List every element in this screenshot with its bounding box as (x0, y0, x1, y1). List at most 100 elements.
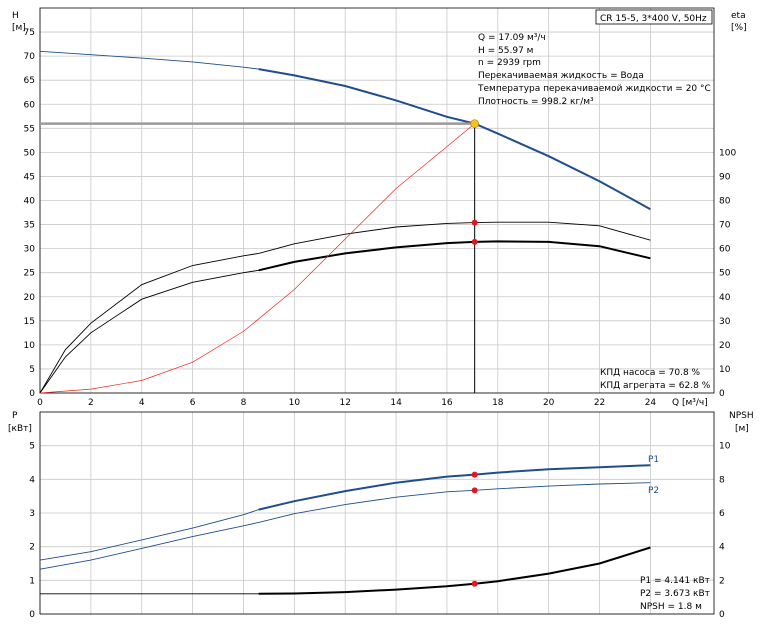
top-axis-ticks: 0510152025303540455055606570750102030405… (24, 28, 737, 408)
right-tick-label: 50 (719, 269, 731, 279)
left-tick-label: 2 (29, 543, 35, 553)
left-tick-label: 0 (29, 389, 35, 399)
right-tick-label: 80 (719, 197, 731, 207)
bottom-plot-frame (39, 411, 715, 615)
right-tick-label: 8 (719, 475, 725, 485)
power-notes: P1 = 4.141 кВт P2 = 3.673 кВт NPSH = 1.8… (640, 576, 710, 612)
duty-point (470, 119, 479, 128)
left-tick-label: 10 (24, 341, 36, 351)
bottom-right-axis-unit: [м] (735, 424, 749, 434)
right-tick-label: 40 (719, 293, 731, 303)
right-tick-label: 30 (719, 317, 731, 327)
series-line-h-operating (258, 68, 651, 211)
top-plot-grid (39, 8, 714, 394)
bottom-left-axis-title: P (12, 411, 18, 421)
title-box (595, 9, 713, 25)
left-tick-label: 45 (24, 172, 35, 182)
left-tick-label: 40 (24, 197, 36, 207)
x-tick-label: 20 (543, 398, 555, 408)
info-line-density: Плотность = 998.2 кг/м³ (478, 97, 594, 107)
right-tick-label: 0 (719, 610, 725, 620)
left-tick-label: 3 (29, 509, 35, 519)
left-tick-label: 25 (24, 269, 35, 279)
left-tick-label: 15 (24, 317, 35, 327)
series-line-eta_aggr-operating (258, 240, 651, 272)
right-tick-label: 100 (719, 148, 736, 158)
power-operating-point (471, 580, 478, 587)
x-tick-label: 18 (492, 398, 504, 408)
top-series (39, 50, 651, 394)
series-line-eta_pump (39, 221, 651, 394)
left-tick-label: 0 (29, 610, 35, 620)
info-line-temp: Температура перекачиваемой жидкости = 20… (477, 84, 711, 94)
right-tick-label: 10 (719, 365, 731, 375)
bottom-points (471, 471, 478, 587)
eta-aggr-note: КПД агрегата = 62.8 % (600, 381, 711, 391)
left-tick-label: 1 (29, 576, 35, 586)
left-tick-label: 4 (29, 475, 35, 485)
left-tick-label: 5 (29, 365, 35, 375)
info-block: Q = 17.09 м³/ч H = 55.97 м n = 2939 rpm … (477, 33, 711, 107)
pump-title: CR 15-5, 3*400 V, 50Hz (600, 14, 707, 24)
x-tick-label: 8 (241, 398, 247, 408)
x-tick-label: 16 (441, 398, 453, 408)
series-line-system (39, 123, 475, 394)
x-tick-label: 12 (339, 398, 350, 408)
eta-operating-point (471, 238, 478, 245)
x-tick-label: 2 (88, 398, 94, 408)
left-tick-label: 75 (24, 28, 35, 38)
power-operating-point (471, 487, 478, 494)
p1-series-label: P1 (648, 455, 659, 465)
right-tick-label: 60 (719, 245, 731, 255)
p1-note: P1 = 4.141 кВт (640, 576, 710, 586)
left-tick-label: 5 (29, 442, 35, 452)
eta-operating-point (471, 219, 478, 226)
right-tick-label: 20 (719, 341, 731, 351)
eta-pump-note: КПД насоса = 70.8 % (600, 368, 701, 378)
x-tick-label: 24 (645, 398, 657, 408)
power-operating-point (471, 471, 478, 478)
left-tick-label: 60 (24, 100, 36, 110)
right-tick-label: 90 (719, 172, 731, 182)
left-tick-label: 70 (24, 52, 36, 62)
left-tick-label: 20 (24, 293, 36, 303)
right-tick-label: 70 (719, 221, 731, 231)
right-tick-label: 10 (719, 442, 731, 452)
efficiency-notes: КПД насоса = 70.8 % КПД агрегата = 62.8 … (600, 368, 711, 391)
p2-series-label: P2 (648, 486, 659, 496)
x-axis-label: Q [м³/ч] (672, 398, 708, 408)
left-tick-label: 65 (24, 76, 35, 86)
bottom-axis-ticks: 0 1 2 3 4 5 0 2 4 6 8 10 (29, 442, 730, 620)
info-line-h: H = 55.97 м (478, 46, 533, 56)
x-tick-label: 22 (594, 398, 605, 408)
right-tick-label: 2 (719, 576, 725, 586)
right-tick-label: 4 (719, 543, 725, 553)
x-tick-label: 10 (289, 398, 301, 408)
x-tick-label: 6 (190, 398, 196, 408)
p2-note: P2 = 3.673 кВт (640, 589, 710, 599)
bottom-left-axis-unit: [кВт] (8, 424, 32, 434)
npsh-note: NPSH = 1.8 м (640, 602, 702, 612)
series-line-p2 (39, 482, 651, 570)
series-line-npsh-operating (258, 546, 651, 595)
x-tick-label: 4 (139, 398, 145, 408)
top-points (40, 119, 479, 393)
info-line-liquid: Перекачиваемая жидкость = Вода (478, 71, 644, 81)
right-tick-label: 6 (719, 509, 725, 519)
left-tick-label: 30 (24, 245, 36, 255)
left-tick-label: 55 (24, 124, 35, 134)
x-tick-label: 14 (390, 398, 402, 408)
left-tick-label: 35 (24, 221, 35, 231)
top-left-axis-title: H (12, 11, 19, 21)
series-line-p1-operating (258, 464, 651, 511)
right-tick-label: 0 (719, 389, 725, 399)
info-line-n: n = 2939 rpm (478, 58, 541, 68)
x-tick-label: 0 (37, 398, 43, 408)
bottom-right-axis-title: NPSH (729, 411, 754, 421)
bottom-series (39, 464, 651, 595)
info-line-q: Q = 17.09 м³/ч (478, 33, 546, 43)
top-right-axis-title: eta (731, 11, 746, 21)
top-plot-frame (39, 7, 715, 394)
top-right-axis-unit: [%] (731, 23, 747, 33)
